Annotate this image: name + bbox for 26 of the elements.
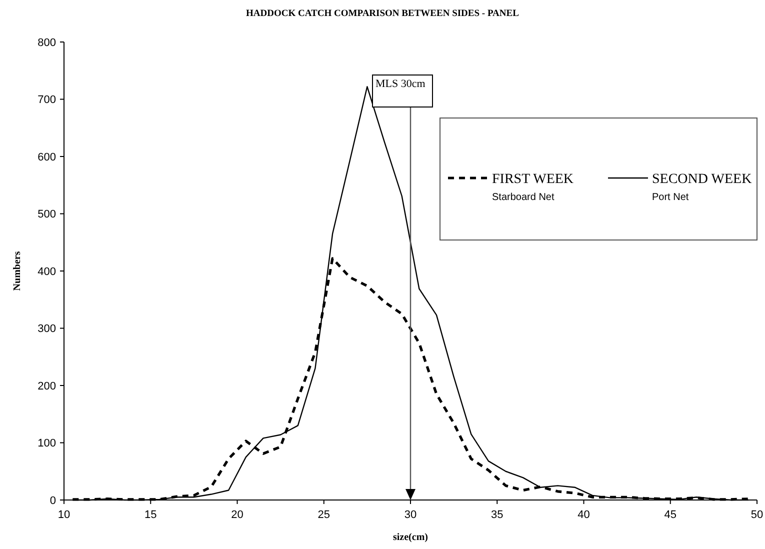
- annotation: Port Net: [652, 192, 689, 203]
- y-tick-label: 200: [38, 380, 56, 392]
- x-tick-label: 50: [750, 509, 764, 521]
- ref-line-label: MLS 30cm: [376, 78, 426, 90]
- x-axis-title: size(cm): [393, 532, 428, 543]
- y-tick-label: 300: [38, 323, 56, 336]
- y-tick-label: 500: [38, 208, 56, 221]
- x-tick-label: 30: [404, 509, 417, 521]
- y-tick-label: 0: [50, 494, 56, 507]
- y-tick-label: 100: [38, 438, 56, 450]
- y-tick-label: 800: [38, 36, 56, 49]
- x-tick-label: 10: [58, 509, 70, 521]
- x-tick-label: 45: [664, 509, 676, 521]
- chart-title: HADDOCK CATCH COMPARISON BETWEEN SIDES - PANEL: [246, 9, 519, 19]
- legend-label: SECOND WEEK: [652, 172, 752, 187]
- x-tick-label: 20: [231, 509, 244, 521]
- x-tick-label: 35: [491, 509, 504, 521]
- y-tick-label: 700: [38, 94, 56, 106]
- y-tick-label: 400: [38, 266, 56, 278]
- x-tick-label: 15: [144, 509, 157, 521]
- x-tick-label: 40: [578, 509, 590, 521]
- annotation: Starboard Net: [492, 192, 554, 203]
- x-tick-label: 25: [318, 509, 330, 521]
- y-axis-title: Numbers: [12, 251, 23, 291]
- legend-label: FIRST WEEK: [492, 172, 574, 187]
- y-tick-label: 600: [38, 151, 56, 164]
